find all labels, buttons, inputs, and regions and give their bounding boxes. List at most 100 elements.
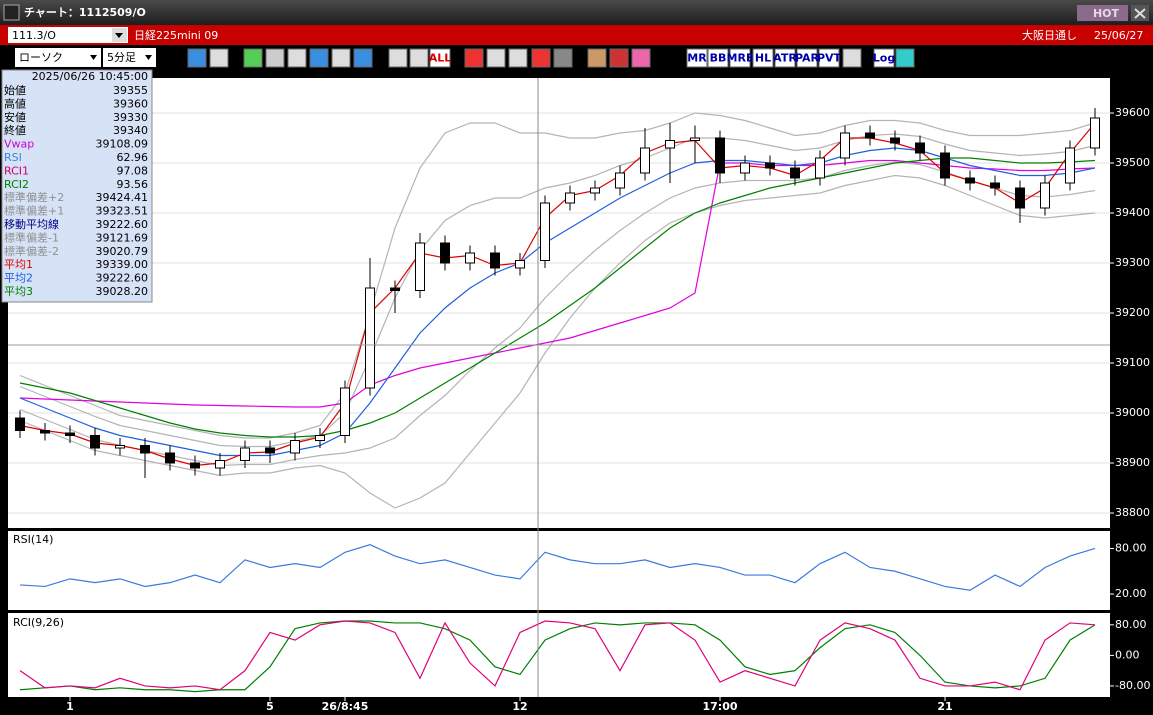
x-tick-label: 5: [266, 700, 274, 713]
panel-value: 39355: [113, 84, 148, 97]
toolbar-label: MR: [687, 52, 707, 65]
toolbar-button[interactable]: [752, 48, 774, 68]
symbol-input[interactable]: [8, 27, 128, 43]
series-line: [19, 161, 1096, 467]
y-tick-label: 39100: [1115, 356, 1150, 369]
close-button[interactable]: [1131, 5, 1149, 21]
toolbar-label: ALL: [429, 52, 452, 65]
candle-body: [840, 132, 850, 159]
interval: 5分足: [107, 51, 136, 64]
toolbar-button[interactable]: [587, 48, 607, 68]
panel-value: 39330: [113, 111, 148, 124]
panel-label: 終値: [4, 123, 26, 137]
toolbar-label: BB: [710, 52, 727, 65]
pane-title: RSI(14): [13, 533, 53, 546]
toolbar-button[interactable]: [429, 48, 451, 68]
y-tick-label: 20.00: [1115, 587, 1147, 600]
candle-body: [240, 447, 250, 461]
toolbar-button[interactable]: [409, 48, 429, 68]
toolbar-button[interactable]: [265, 48, 285, 68]
toolbar-button[interactable]: [553, 48, 573, 68]
toolbar-button[interactable]: [729, 48, 751, 68]
candle-body: [765, 162, 775, 169]
panel-datetime: 2025/06/26 10:45:00: [32, 70, 148, 83]
y-tick-label: 39000: [1115, 406, 1150, 419]
y-tick-label: 38900: [1115, 456, 1150, 469]
toolbar-label: Log: [873, 52, 895, 65]
style-select[interactable]: [15, 48, 101, 67]
interval-select[interactable]: [103, 48, 156, 67]
y-tick-label: 39200: [1115, 306, 1150, 319]
y-tick-label: 39400: [1115, 206, 1150, 219]
toolbar-button[interactable]: [464, 48, 484, 68]
toolbar-label: PVT: [817, 52, 842, 65]
toolbar-button[interactable]: [796, 48, 818, 68]
hot-label: HOT: [1093, 7, 1120, 20]
candle-body: [115, 445, 125, 449]
panel-label: 移動平均線: [4, 217, 59, 231]
candle-body: [15, 417, 25, 431]
candle-body: [90, 435, 100, 449]
candle-body: [440, 242, 450, 264]
candle-body: [865, 132, 875, 139]
toolbar-label: HL: [755, 52, 771, 65]
panel-label: 高値: [4, 96, 26, 110]
toolbar-button[interactable]: [353, 48, 373, 68]
panel-label: 標準偏差-2: [4, 244, 59, 258]
candle-body: [990, 182, 1000, 189]
panel-value: 39340: [113, 124, 148, 137]
toolbar-button[interactable]: [331, 48, 351, 68]
toolbar-button[interactable]: [531, 48, 551, 68]
panel-label: RCI2: [4, 178, 29, 191]
toolbar-label: MRE: [727, 52, 754, 65]
toolbar-button[interactable]: [707, 48, 729, 68]
candle-body: [715, 137, 725, 174]
rsi-pane: [8, 531, 1110, 610]
toolbar-button[interactable]: [287, 48, 307, 68]
candle-body: [965, 177, 975, 184]
hot-button[interactable]: [1077, 5, 1128, 21]
toolbar-button[interactable]: [818, 48, 840, 68]
candle-body: [40, 430, 50, 434]
title-bar: [0, 0, 1153, 25]
toolbar-button[interactable]: [895, 48, 915, 68]
toolbar-button[interactable]: [873, 48, 895, 68]
toolbar-button[interactable]: [842, 48, 862, 68]
panel-value: 39028.20: [96, 285, 149, 298]
toolbar-button[interactable]: [209, 48, 229, 68]
x-tick-label: 26/8:45: [322, 700, 369, 713]
candle-body: [190, 462, 200, 469]
candle-body: [490, 252, 500, 269]
toolbar-button[interactable]: [508, 48, 528, 68]
panel-label: 平均3: [4, 285, 33, 298]
candle-body: [890, 137, 900, 144]
panel-label: 平均1: [4, 258, 33, 271]
y-tick-label: 39500: [1115, 156, 1150, 169]
toolbar-button[interactable]: [187, 48, 207, 68]
chart-style: ローソク: [19, 51, 63, 64]
toolbar-button[interactable]: [774, 48, 796, 68]
toolbar-button[interactable]: [243, 48, 263, 68]
toolbar-button[interactable]: [388, 48, 408, 68]
header-bar: [0, 25, 1153, 45]
series-line: [19, 159, 1096, 408]
series-line: [19, 620, 1096, 693]
candle-body: [790, 167, 800, 179]
y-tick-label: 80.00: [1115, 618, 1147, 631]
y-tick-label: 39300: [1115, 256, 1150, 269]
x-tick-label: 17:00: [702, 700, 737, 713]
pane-title: RCI(9,26): [13, 616, 64, 629]
candle-body: [140, 445, 150, 454]
toolbar-button[interactable]: [631, 48, 651, 68]
toolbar-button[interactable]: [609, 48, 629, 68]
candle-body: [340, 387, 350, 436]
toolbar-button[interactable]: [686, 48, 708, 68]
toolbar-button[interactable]: [309, 48, 329, 68]
candle-body: [565, 192, 575, 204]
candle-body: [615, 172, 625, 189]
candle-body: [590, 187, 600, 194]
rci-pane: [8, 613, 1110, 697]
candle-body: [65, 432, 75, 436]
toolbar-button[interactable]: [486, 48, 506, 68]
dropdown-arrow: [145, 55, 152, 60]
